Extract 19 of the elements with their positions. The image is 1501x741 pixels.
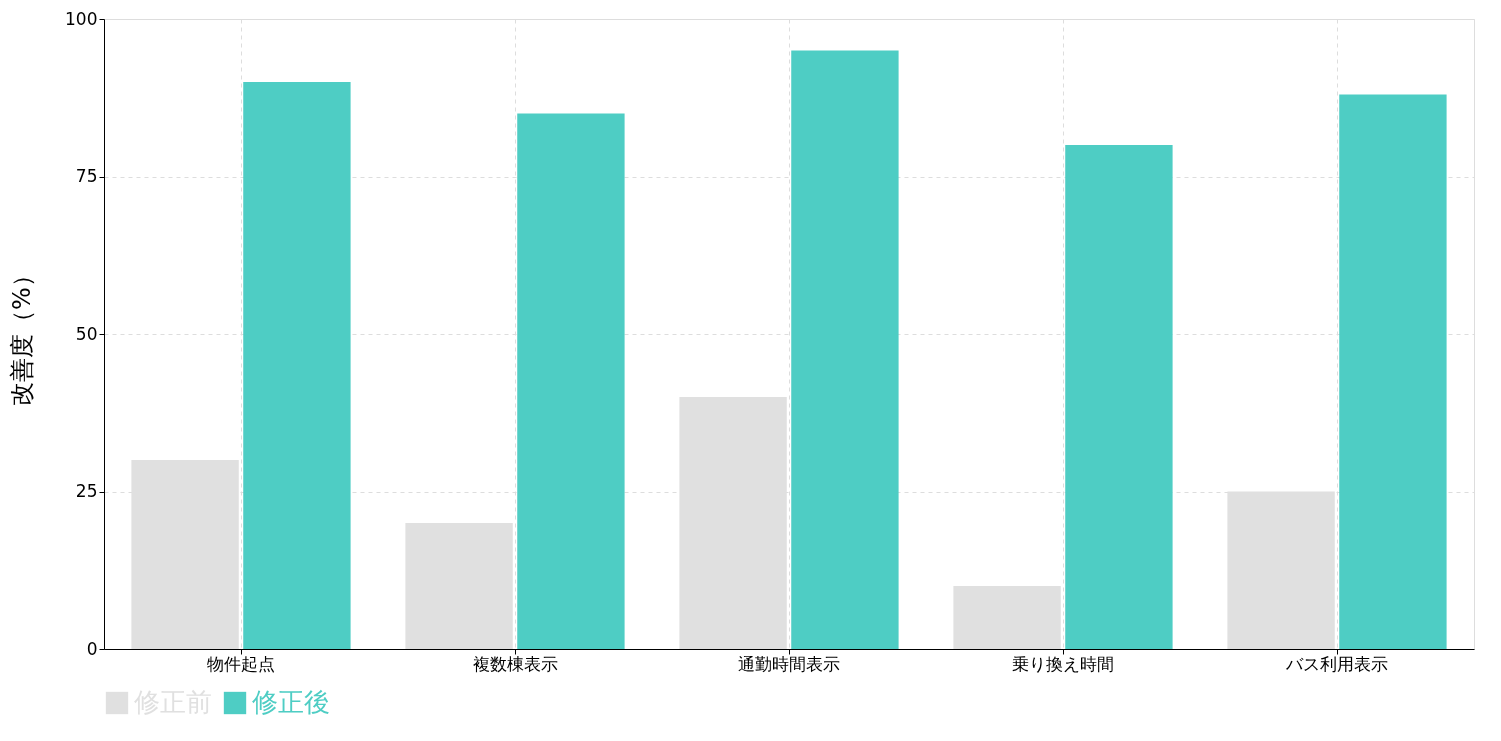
x-tick-label: 複数棟表示	[472, 653, 558, 674]
legend-label: 修正後	[252, 687, 330, 717]
x-tick-label: 通勤時間表示	[738, 653, 840, 674]
y-tick-label: 50	[75, 323, 98, 344]
y-tick-label: 75	[75, 166, 98, 186]
x-tick-label: バス利用表示	[1285, 653, 1388, 674]
y-axis-title: 改善度（%）	[8, 263, 37, 406]
x-tick-label: 乗り換え時間	[1012, 653, 1114, 674]
x-tick-label: 物件起点	[207, 653, 275, 674]
bar	[243, 82, 351, 649]
y-tick-label: 0	[86, 638, 98, 659]
bar	[405, 523, 513, 649]
y-tick-label: 25	[75, 481, 98, 501]
bar	[1339, 94, 1447, 649]
y-tick-label: 100	[65, 8, 98, 29]
bar	[953, 586, 1061, 649]
bar	[1065, 145, 1173, 649]
bar	[517, 113, 625, 649]
bar	[791, 50, 899, 649]
